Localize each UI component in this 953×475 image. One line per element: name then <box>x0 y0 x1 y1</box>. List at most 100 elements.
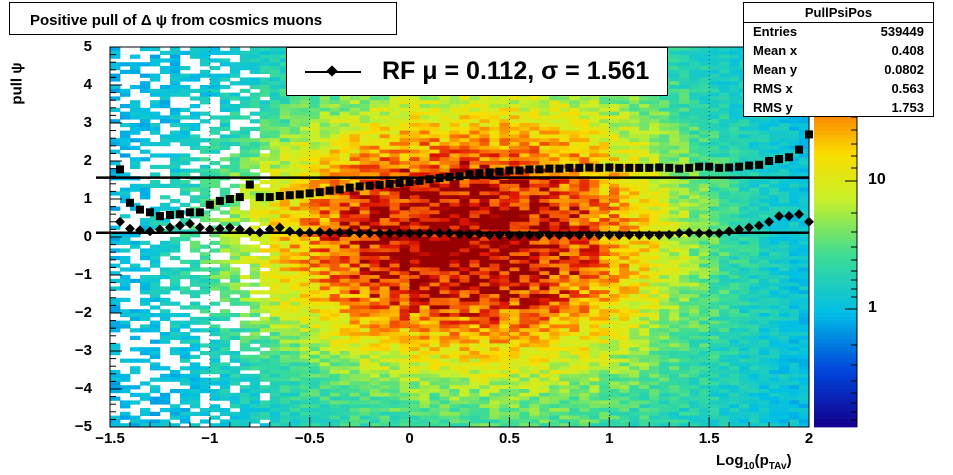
color-scale-band <box>814 256 857 261</box>
mean-point <box>734 224 745 235</box>
color-scale-band <box>814 142 857 147</box>
mean-point <box>514 230 525 241</box>
mean-point <box>494 230 505 241</box>
color-scale-band <box>814 119 857 124</box>
x-axis-title: Log10(pTAv) <box>716 452 792 472</box>
color-scale-band <box>814 297 857 302</box>
color-scale-band <box>814 221 857 226</box>
color-scale-band <box>814 343 857 348</box>
rms-point <box>355 182 364 191</box>
rms-point <box>475 169 484 178</box>
rms-point <box>395 179 404 188</box>
color-scale-band <box>814 286 857 291</box>
mean-point <box>744 222 755 233</box>
color-scale-band <box>814 180 857 185</box>
mean-point <box>254 227 265 238</box>
rms-point <box>425 175 434 184</box>
stat-label: Mean y <box>753 62 798 77</box>
mean-point <box>534 230 545 241</box>
color-scale-band <box>814 290 857 295</box>
mean-point <box>414 228 425 239</box>
color-scale-band <box>814 385 857 390</box>
color-scale-band <box>814 328 857 333</box>
stats-title: PullPsiPos <box>744 3 933 23</box>
mean-point <box>794 209 804 220</box>
color-scale-band <box>814 415 857 420</box>
rms-point <box>115 165 124 174</box>
legend-text: RF μ = 0.112, σ = 1.561 <box>382 57 650 85</box>
rms-point <box>775 155 784 164</box>
color-scale-band <box>814 408 857 413</box>
color-scale-band <box>814 370 857 375</box>
rms-point <box>205 200 214 209</box>
mean-point <box>464 229 475 240</box>
color-scale-band <box>814 248 857 253</box>
color-scale-band <box>814 240 857 245</box>
rms-point <box>605 163 614 172</box>
color-scale-band <box>814 354 857 359</box>
mean-point <box>314 227 325 238</box>
y-tick-label: −2 <box>74 304 92 321</box>
rms-point <box>275 191 284 200</box>
stat-value: 0.0802 <box>884 62 924 77</box>
y-tick-label: 1 <box>83 190 92 207</box>
rms-point <box>455 172 464 181</box>
color-scale-band <box>814 339 857 344</box>
mean-point <box>284 226 295 237</box>
color-scale-band <box>814 259 857 264</box>
mean-point <box>614 230 625 241</box>
mean-point <box>724 226 735 237</box>
stat-label: RMS y <box>753 100 793 115</box>
mean-point <box>164 222 175 233</box>
grid-lines <box>209 47 710 427</box>
color-scale-band <box>814 195 857 200</box>
rms-point <box>535 165 544 174</box>
rms-point <box>575 163 584 172</box>
color-scale-band <box>814 191 857 196</box>
rms-point <box>305 189 314 198</box>
stat-row-mean-x: Mean x 0.408 <box>744 41 933 60</box>
z-tick-label: 10 <box>868 171 886 188</box>
mean-point <box>624 230 635 241</box>
mean-point <box>674 228 685 239</box>
mean-point <box>654 230 665 241</box>
stats-box: PullPsiPos Entries 539449 Mean x 0.408 M… <box>743 2 934 117</box>
rms-point <box>675 164 684 173</box>
color-scale-band <box>814 214 857 219</box>
rms-point <box>765 157 774 165</box>
x-tick-label: 1 <box>605 430 614 447</box>
mean-point <box>554 230 565 241</box>
rms-point <box>135 205 144 214</box>
color-scale-band <box>814 206 857 211</box>
y-tick-label: −4 <box>74 380 92 397</box>
rms-point <box>405 177 414 186</box>
rms-point <box>445 172 454 181</box>
mean-point <box>434 228 445 239</box>
color-scale-band <box>814 123 857 128</box>
color-scale-band <box>814 237 857 242</box>
color-scale-band <box>814 157 857 162</box>
stat-label: RMS x <box>753 81 793 96</box>
mean-point <box>664 229 675 240</box>
mean-point <box>784 211 794 222</box>
rms-point <box>235 193 244 202</box>
color-scale-band <box>814 252 857 257</box>
title-box: Positive pull of Δ ψ from cosmics muons <box>9 2 397 35</box>
mean-point <box>764 216 775 227</box>
rms-point <box>165 210 174 219</box>
color-scale-band <box>814 134 857 139</box>
color-scale-band <box>814 366 857 371</box>
color-scale <box>814 47 858 428</box>
rms-point <box>725 163 734 172</box>
mean-point <box>234 224 245 235</box>
color-scale-band <box>814 172 857 177</box>
x-tick-label: 0 <box>405 430 414 447</box>
mean-point <box>704 228 715 239</box>
color-scale-band <box>814 411 857 416</box>
rms-point <box>185 208 194 217</box>
rms-point <box>555 164 564 173</box>
rms-point <box>565 163 574 172</box>
color-scale-band <box>814 210 857 215</box>
stat-value: 1.753 <box>891 100 924 115</box>
color-scale-band <box>814 187 857 192</box>
